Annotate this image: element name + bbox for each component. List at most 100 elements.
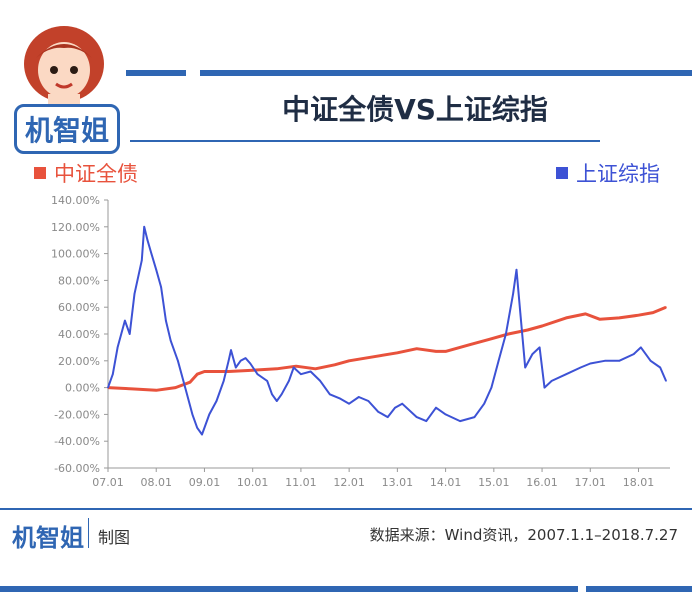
data-point-index [483, 402, 485, 405]
data-source: 数据来源：Wind资讯，2007.1.1–2018.7.27 [369, 526, 678, 544]
data-point-bond [251, 369, 254, 371]
data-point-index [519, 313, 522, 315]
data-point-index [271, 393, 273, 396]
data-point-index [201, 433, 203, 436]
data-point-bond [415, 347, 418, 350]
data-point-index [377, 410, 379, 413]
data-point-bond [372, 355, 375, 358]
data-point-index [128, 333, 131, 335]
data-point-bond [348, 360, 350, 362]
data-point-index [543, 386, 546, 389]
avatar [24, 26, 104, 106]
y-tick-label: 100.00% [51, 248, 100, 261]
data-point-index [244, 357, 247, 359]
y-tick-label: 40.00% [58, 328, 100, 341]
x-tick-label: 13.01 [382, 476, 414, 489]
data-point-bond [275, 368, 278, 370]
data-point-bond [333, 364, 336, 366]
data-point-bond [599, 318, 601, 321]
legend-index-label: 上证综指 [576, 162, 660, 186]
data-point-index [515, 268, 518, 271]
data-point-index [133, 293, 136, 295]
data-point-index [473, 416, 476, 418]
data-point-index [275, 400, 278, 402]
header-bar-short [126, 70, 186, 76]
legend-bond: 中证全债 [34, 158, 138, 188]
x-tick-label: 17.01 [575, 476, 607, 489]
data-point-index [444, 413, 447, 416]
data-point-bond [618, 317, 621, 319]
x-tick-label: 10.01 [237, 476, 269, 489]
data-point-bond [396, 351, 399, 354]
chart-title: 中证全债VS上证综指 [282, 93, 548, 126]
data-point-index [155, 268, 158, 271]
y-tick-label: 60.00% [58, 301, 100, 314]
data-point-index [589, 362, 592, 365]
data-point-index [300, 373, 302, 375]
data-point-index [196, 427, 199, 429]
data-point-index [512, 293, 514, 295]
data-point-bond [295, 365, 297, 367]
data-point-bond [565, 317, 567, 319]
legend-index-swatch [556, 167, 568, 179]
data-point-bond [174, 386, 177, 389]
data-point-index [177, 360, 179, 362]
x-tick-label: 14.01 [430, 476, 462, 489]
data-point-index [338, 397, 341, 400]
footer-bar-short [586, 586, 692, 592]
x-tick-label: 15.01 [478, 476, 510, 489]
data-point-index [490, 386, 493, 389]
data-point-index [292, 366, 295, 369]
data-point-index [618, 360, 621, 362]
data-point-bond [314, 368, 317, 370]
data-point-index [603, 360, 606, 362]
data-point-bond [488, 338, 490, 341]
data-point-index [348, 402, 350, 405]
footer-divider [0, 508, 692, 510]
data-point-index [230, 349, 232, 351]
data-point-index [505, 333, 507, 335]
x-tick-label: 16.01 [526, 476, 558, 489]
data-point-index [665, 380, 667, 382]
data-point-index [112, 373, 114, 375]
data-point-index [425, 420, 428, 422]
data-point-index [227, 360, 230, 362]
data-point-index [150, 252, 153, 255]
data-point-index [165, 319, 167, 322]
x-tick-label: 07.01 [92, 476, 124, 489]
data-point-index [579, 366, 582, 369]
data-point-bond [189, 381, 191, 384]
title-underline [130, 140, 600, 142]
data-point-bond [584, 313, 587, 315]
y-tick-label: -20.00% [54, 408, 100, 421]
data-point-index [459, 420, 461, 422]
y-tick-label: 0.00% [65, 382, 100, 395]
data-point-index [329, 393, 331, 396]
data-point-index [124, 319, 126, 322]
data-point-bond [227, 370, 230, 373]
data-point-index [435, 406, 437, 409]
legend-bond-label: 中证全债 [54, 162, 138, 186]
data-point-index [319, 380, 322, 382]
y-tick-label: 120.00% [51, 221, 100, 234]
data-point-index [184, 386, 186, 389]
data-point-index [140, 259, 143, 262]
legend-bond-swatch [34, 167, 46, 179]
data-point-index [401, 402, 403, 405]
data-point-index [215, 400, 218, 402]
header-bar-long [200, 70, 692, 76]
footer-bar-long [0, 586, 578, 592]
x-tick-label: 11.01 [285, 476, 317, 489]
data-point-index [235, 366, 237, 369]
data-point-bond [203, 370, 206, 373]
data-point-bond [435, 350, 437, 353]
data-point-index [524, 366, 526, 369]
y-tick-label: -40.00% [54, 435, 100, 448]
data-point-index [266, 380, 268, 382]
data-point-index [394, 406, 396, 409]
data-point-index [222, 380, 225, 382]
data-point-index [116, 346, 119, 349]
data-point-index [146, 239, 149, 241]
data-point-index [659, 366, 662, 369]
data-point-bond [468, 343, 471, 346]
